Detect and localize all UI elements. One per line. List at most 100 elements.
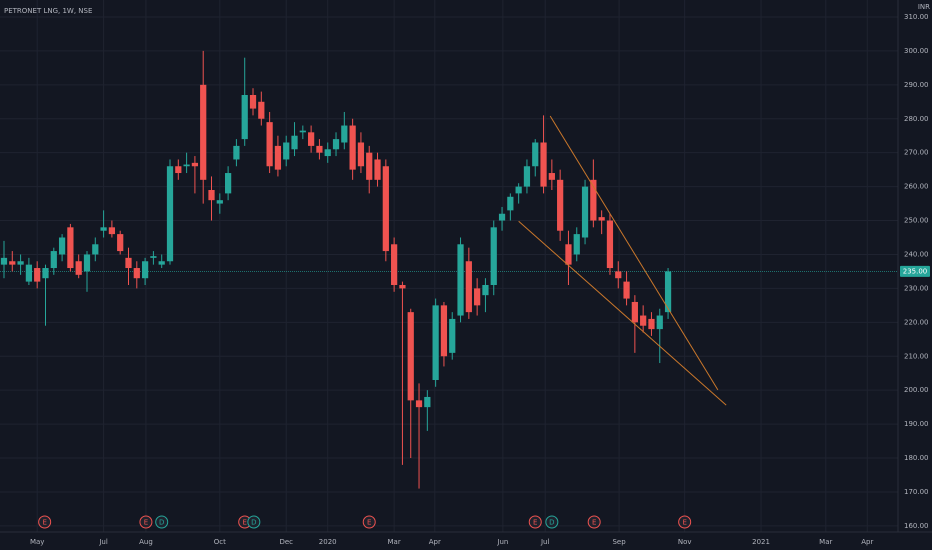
event-label: E [367,519,371,527]
candle-body [532,142,539,167]
event-marker [528,515,542,529]
candle-body [357,142,365,167]
candle-body [432,305,439,380]
candle-body [83,254,91,272]
candle-body [648,318,655,330]
candle-body [374,159,381,180]
candle-body [50,251,57,269]
candle-body [58,237,66,255]
candle-body [590,179,597,221]
event-label: E [682,519,686,527]
candle-body [349,125,356,170]
candle-body [258,101,265,119]
candle-body [92,244,99,255]
candle-body [133,268,140,279]
y-tick-label: 230.00 [904,284,929,292]
candle-body [523,166,531,187]
candle-body [382,166,389,252]
candle-body [175,166,182,174]
x-tick-label: Mar [819,538,832,546]
x-tick-label: Sep [612,538,626,546]
x-tick-label: Jul [540,538,550,546]
candle-body [465,261,472,313]
candle-body [308,132,315,146]
candle-body [615,271,622,279]
event-label: E [144,519,148,527]
candle-body [291,135,298,150]
candle-body [249,95,257,109]
candle-body [150,256,157,258]
x-tick-label: Aug [139,538,153,546]
candle-body [233,145,240,160]
chart-title: PETRONET LNG, 1W, NSE [4,7,92,15]
last-price-label: 235.00 [903,267,928,275]
event-marker [545,515,559,529]
candle-body [299,130,306,133]
candle-body [241,95,248,140]
candle-body [166,166,174,262]
candle-body [540,142,547,187]
event-label: E [533,519,537,527]
candle-body [183,164,190,167]
candle-body [482,285,489,296]
x-tick-label: Jul [98,538,108,546]
candle-body [366,152,373,180]
x-tick-label: 2021 [752,538,770,546]
y-tick-label: 210.00 [904,352,929,360]
event-label: D [251,519,256,527]
candle-body [664,271,672,313]
event-marker [587,515,601,529]
y-tick-label: 260.00 [904,183,929,191]
candle-body [407,312,414,401]
event-marker [247,515,261,529]
x-tick-label: Oct [214,538,226,546]
event-marker [139,515,153,529]
y-tick-label: 250.00 [904,217,929,225]
event-marker [155,515,169,529]
candle-body [141,261,149,279]
candle-body [0,257,8,265]
event-label: E [242,519,246,527]
candle-body [565,244,572,265]
candle-body [581,186,589,238]
candle-body [474,288,481,306]
x-tick-label: Jun [496,538,508,546]
y-tick-label: 270.00 [904,149,929,157]
candle-body [631,301,638,323]
candle-body [515,186,522,194]
candle-body [34,268,41,282]
candle-body [158,261,165,265]
x-tick-label: Dec [279,538,293,546]
candle-body [507,196,514,211]
candle-body [332,139,340,150]
y-tick-label: 190.00 [904,420,929,428]
candle-body [25,264,33,282]
candle-body [75,261,82,275]
candle-body [316,145,323,153]
candle-body [656,315,663,330]
candle-body [424,396,431,408]
event-label: E [592,519,596,527]
event-marker [38,515,52,529]
y-tick-label: 300.00 [904,47,929,55]
candle-body [623,281,630,299]
candle-body [498,213,506,221]
candle-body [67,227,74,269]
candle-body [640,315,647,326]
candle-body [17,261,24,265]
candle-body [117,234,124,252]
candle-body [573,234,580,255]
x-tick-label: May [30,538,44,546]
candle-body [216,200,223,204]
event-marker [678,515,692,529]
candle-body [274,145,282,170]
candle-body [191,162,199,167]
y-tick-label: 200.00 [904,386,929,394]
y-tick-label: 290.00 [904,81,929,89]
candle-body [100,227,107,231]
candle-body [200,84,207,180]
y-tick-label: 280.00 [904,115,929,123]
candle-body [283,142,290,160]
candle-body [108,227,116,235]
